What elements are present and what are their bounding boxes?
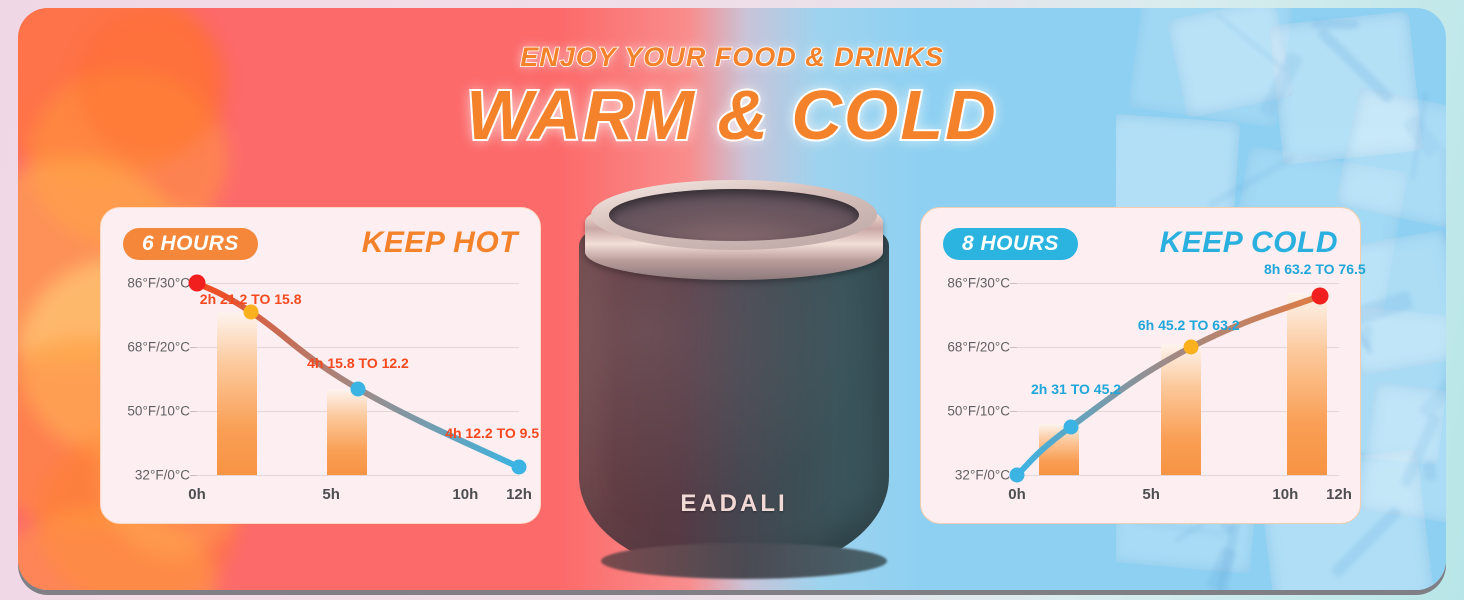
data-annotation: 6h 45.2 TO 63.2 <box>1138 317 1240 333</box>
plot-area-keep-hot: 86°F/30°C 68°F/20°C 50°F/10°C 32°F/0°C 2h 21… <box>197 283 519 475</box>
data-point <box>1312 287 1329 304</box>
card-title-keep-cold: KEEP COLD <box>1160 226 1338 260</box>
brand-logo: EADALI <box>569 490 899 518</box>
data-point <box>1184 340 1199 355</box>
data-annotation: 2h 21.2 TO 15.8 <box>200 291 302 307</box>
data-annotation: 8h 63.2 TO 76.5 <box>1264 261 1366 277</box>
data-annotation: 4h 12.2 TO 9.5 <box>445 425 539 441</box>
chart-card-keep-cold: 8 HOURS KEEP COLD 86°F/30°C 68°F/20°C 50°F… <box>920 207 1361 524</box>
grid-line <box>197 475 519 476</box>
y-axis-label: 68°F/20°C <box>947 340 1010 355</box>
y-axis-label: 32°F/0°C <box>135 468 190 483</box>
data-point <box>351 381 366 396</box>
ice-detail <box>1312 20 1359 29</box>
data-annotation: 4h 15.8 TO 12.2 <box>307 355 409 371</box>
y-axis-label: 32°F/0°C <box>955 468 1010 483</box>
x-axis-label: 12h <box>506 486 532 503</box>
data-point <box>512 460 527 475</box>
y-axis-tick <box>1010 347 1017 348</box>
promo-banner: ENJOY YOUR FOOD & DRINKS WARM & COLD 6 H… <box>0 0 1464 600</box>
x-axis-label: 0h <box>1008 486 1026 503</box>
headline-block: ENJOY YOUR FOOD & DRINKS WARM & COLD <box>18 42 1446 155</box>
y-axis-label: 86°F/30°C <box>947 276 1010 291</box>
y-axis-tick <box>1010 283 1017 284</box>
y-axis-label: 50°F/10°C <box>947 404 1010 419</box>
data-point <box>1063 420 1078 435</box>
data-annotation: 2h 31 TO 45.2 <box>1031 381 1121 397</box>
y-axis-tick <box>190 347 197 348</box>
headline-kicker: ENJOY YOUR FOOD & DRINKS <box>18 42 1446 73</box>
x-axis-label: 12h <box>1326 486 1352 503</box>
x-axis-label: 5h <box>322 486 340 503</box>
chart-card-keep-hot: 6 HOURS KEEP HOT 86°F/30°C 68°F/20°C 50°F/… <box>100 207 541 524</box>
y-axis-label: 86°F/30°C <box>127 276 190 291</box>
jar-bottom-shadow <box>601 543 887 579</box>
x-axis-label: 10h <box>452 486 478 503</box>
y-axis-label: 68°F/20°C <box>127 340 190 355</box>
data-point <box>1010 468 1025 483</box>
x-axis-label: 5h <box>1142 486 1160 503</box>
ice-detail <box>1423 460 1437 481</box>
y-axis-tick <box>190 475 197 476</box>
card-title-keep-hot: KEEP HOT <box>362 226 518 260</box>
y-axis-tick <box>190 411 197 412</box>
grid-line <box>1017 475 1339 476</box>
product-thermos-jar: EADALI <box>569 158 899 578</box>
badge-6-hours: 6 HOURS <box>123 228 258 260</box>
banner-panel: ENJOY YOUR FOOD & DRINKS WARM & COLD 6 H… <box>18 8 1446 590</box>
y-axis-label: 50°F/10°C <box>127 404 190 419</box>
badge-8-hours: 8 HOURS <box>943 228 1078 260</box>
plot-area-keep-cold: 86°F/30°C 68°F/20°C 50°F/10°C 32°F/0°C 2h 31… <box>1017 283 1339 475</box>
y-axis-tick <box>1010 411 1017 412</box>
x-axis-label: 0h <box>188 486 206 503</box>
data-point <box>189 275 206 292</box>
jar-rim-inner <box>609 189 859 241</box>
headline-main: WARM & COLD <box>18 75 1446 155</box>
temperature-curve <box>1017 283 1339 475</box>
x-axis-label: 10h <box>1272 486 1298 503</box>
